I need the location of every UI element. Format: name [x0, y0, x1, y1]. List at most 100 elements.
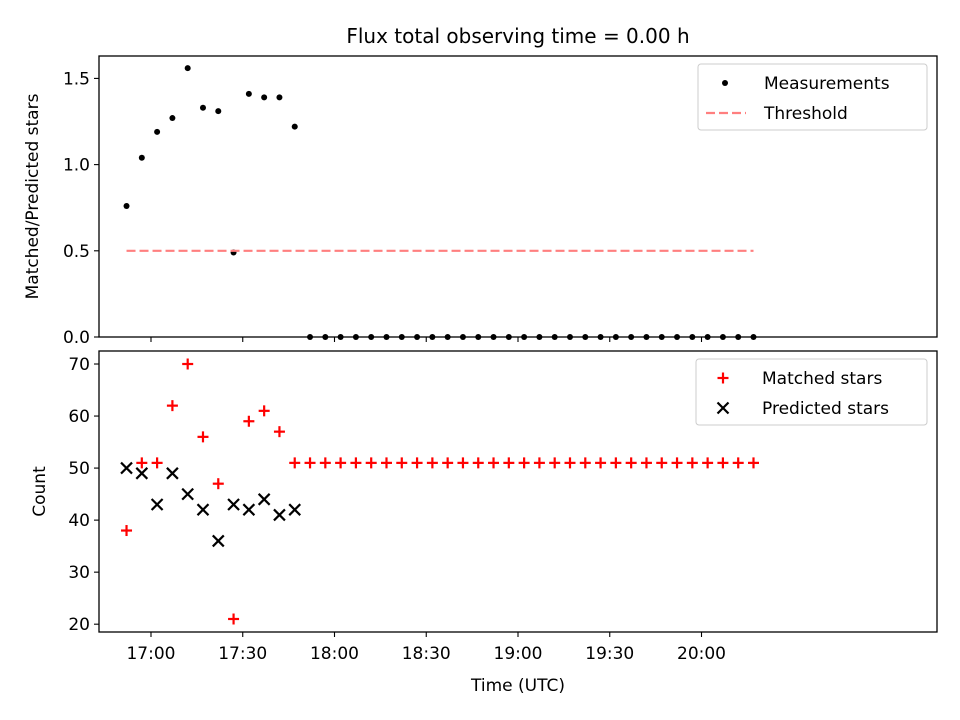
matched-stars-point [304, 457, 316, 469]
y-tick-label: 1.0 [63, 156, 90, 176]
predicted-stars-point [242, 503, 256, 516]
flux-ratio-panel: 0.0 0.5 1.0 1.5 Measurements Threshold [63, 55, 938, 348]
x-marker-b [166, 467, 179, 480]
measurement-point [138, 154, 145, 161]
matched-stars-point [671, 457, 683, 469]
x-marker-b [181, 487, 194, 501]
x-marker-b [288, 503, 302, 516]
x-tick-label: 19:00 [494, 644, 543, 664]
predicted-stars-point [257, 493, 271, 506]
matched-stars-point [365, 457, 377, 469]
matched-stars-point [442, 457, 454, 469]
matched-stars-point [350, 457, 362, 469]
star-count-panel: 20 30 40 50 60 70 17:00 17:30 18:00 18:30 19:00 19:… [68, 350, 938, 664]
top-y-axis-label: Matched/Predicted stars [23, 93, 43, 299]
matched-stars-point [472, 457, 484, 469]
matched-stars-point [136, 457, 148, 469]
x-tick-label: 18:30 [402, 644, 451, 664]
predicted-stars-point [120, 461, 133, 475]
measurement-point [215, 108, 222, 115]
legend-label: Threshold [763, 104, 848, 124]
matched-stars-point [717, 457, 729, 469]
x-marker-b [120, 461, 133, 475]
measurement-point [276, 94, 283, 101]
matched-stars-point [640, 457, 652, 469]
legend-label: Matched stars [762, 369, 882, 389]
matched-stars-point [228, 613, 240, 625]
matched-stars-point [380, 457, 392, 469]
matched-stars-point [656, 457, 668, 469]
matched-stars-point [151, 457, 163, 469]
x-tick-label: 19:30 [585, 644, 634, 664]
x-tick-label: 20:00 [677, 644, 726, 664]
measurement-point [291, 123, 298, 130]
y-tick-label: 60 [68, 407, 90, 427]
matched-stars-point [319, 457, 331, 469]
measurement-point [154, 128, 161, 135]
x-tick-label: 17:00 [126, 644, 175, 664]
matched-stars-point [564, 457, 576, 469]
x-axis-label: Time (UTC) [470, 676, 565, 696]
measurement-point [169, 115, 176, 122]
predicted-stars-point [150, 498, 164, 511]
predicted-stars-point [211, 534, 225, 548]
matched-stars-point [595, 457, 607, 469]
legend: Matched stars Predicted stars [695, 358, 928, 426]
matched-stars-point [579, 457, 591, 469]
matched-stars-point [732, 457, 744, 469]
legend-box [695, 358, 928, 426]
y-tick-label: 0.0 [63, 328, 90, 348]
matched-stars-point [212, 478, 224, 490]
matched-stars-point [488, 457, 500, 469]
bottom-y-axis-label: Count [30, 466, 50, 517]
predicted-stars-point [135, 467, 149, 480]
matched-stars-point [702, 457, 714, 469]
y-tick-label: 40 [68, 511, 90, 531]
measurement-point [123, 202, 130, 209]
legend-box [697, 63, 928, 131]
chart-title: Flux total observing time = 0.00 h [346, 24, 689, 48]
matched-stars-point [273, 426, 285, 438]
matched-stars-point [457, 457, 469, 469]
y-tick-label: 20 [68, 615, 90, 635]
legend-label: Measurements [764, 74, 890, 94]
measurement-point [261, 94, 268, 101]
matched-stars-point [686, 457, 698, 469]
x-marker-b [150, 498, 164, 511]
x-marker-b [196, 503, 210, 516]
matched-stars-point [625, 457, 637, 469]
x-marker-b [273, 508, 286, 522]
measurement-point [199, 104, 206, 111]
predicted-stars-point [181, 487, 194, 501]
y-tick-label: 50 [68, 459, 90, 479]
x-tick-label: 18:00 [310, 644, 359, 664]
x-marker-b [242, 503, 256, 516]
x-marker-b [211, 534, 225, 548]
matched-stars-point [121, 525, 133, 537]
matched-stars-point [533, 457, 545, 469]
x-marker-b [227, 498, 240, 511]
matched-stars-point [289, 457, 301, 469]
legend: Measurements Threshold [697, 63, 928, 131]
matched-stars-point [197, 431, 209, 443]
x-marker-b [257, 493, 271, 506]
matched-stars-point [549, 457, 561, 469]
predicted-stars-point [227, 498, 240, 511]
y-tick-label: 1.5 [63, 69, 90, 89]
matched-stars-point [166, 400, 178, 412]
matched-stars-point [411, 457, 423, 469]
measurement-point [245, 90, 252, 97]
legend-measurement-swatch [722, 80, 728, 86]
matched-stars-point [610, 457, 622, 469]
predicted-stars-point [288, 503, 302, 516]
y-tick-label: 30 [68, 563, 90, 583]
x-tick-label: 17:30 [218, 644, 267, 664]
x-marker-b [135, 467, 149, 480]
matched-stars-point [518, 457, 530, 469]
legend-label: Predicted stars [762, 399, 889, 419]
predicted-stars-point [273, 508, 286, 522]
matched-stars-point [503, 457, 515, 469]
matched-stars-point [258, 405, 270, 417]
matched-stars-point [182, 358, 194, 370]
